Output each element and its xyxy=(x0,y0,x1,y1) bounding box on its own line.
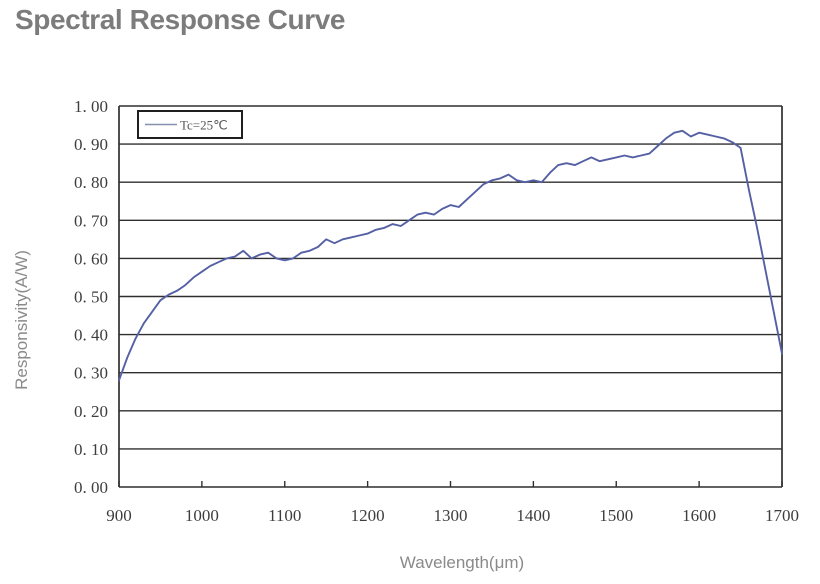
gridlines xyxy=(119,105,782,488)
y-tick-label: 0. 10 xyxy=(74,440,108,459)
x-tick-label: 900 xyxy=(106,506,132,525)
x-tick-label: 1100 xyxy=(268,506,301,525)
y-tick-label: 0. 90 xyxy=(74,135,108,154)
y-axis: 1. 00 0. 90 0. 80 0. 70 0. 60 0. 50 0. 40 0. 30… xyxy=(74,97,108,497)
x-tick-label: 1600 xyxy=(682,506,716,525)
page-title: Spectral Response Curve xyxy=(15,4,346,35)
x-tick-label: 1300 xyxy=(434,506,468,525)
y-tick-label: 0. 30 xyxy=(74,364,108,383)
y-tick-label: 0. 20 xyxy=(74,402,108,421)
y-tick-label: 0. 70 xyxy=(74,211,108,230)
x-axis: 900 1000 1100 1200 1300 1400 1500 1600 1700 xyxy=(106,481,799,525)
y-tick-label: 0. 60 xyxy=(74,249,108,268)
y-tick-label: 1. 00 xyxy=(74,97,108,116)
x-tick-label: 1200 xyxy=(351,506,385,525)
legend-label: Tc=25℃ xyxy=(180,118,228,133)
y-axis-title: Responsivity(A/W) xyxy=(12,250,31,390)
x-tick-label: 1400 xyxy=(516,506,550,525)
x-tick-label: 1000 xyxy=(185,506,219,525)
y-tick-label: 0. 80 xyxy=(74,173,108,192)
y-tick-label: 0. 00 xyxy=(74,478,108,497)
x-tick-label: 1700 xyxy=(765,506,799,525)
legend: Tc=25℃ xyxy=(137,110,243,139)
y-tick-label: 0. 50 xyxy=(74,288,108,307)
response-curve xyxy=(118,129,783,382)
x-tick-label: 1500 xyxy=(599,506,633,525)
x-axis-title: Wavelength(μm) xyxy=(400,553,524,572)
y-tick-label: 0. 40 xyxy=(74,326,108,345)
